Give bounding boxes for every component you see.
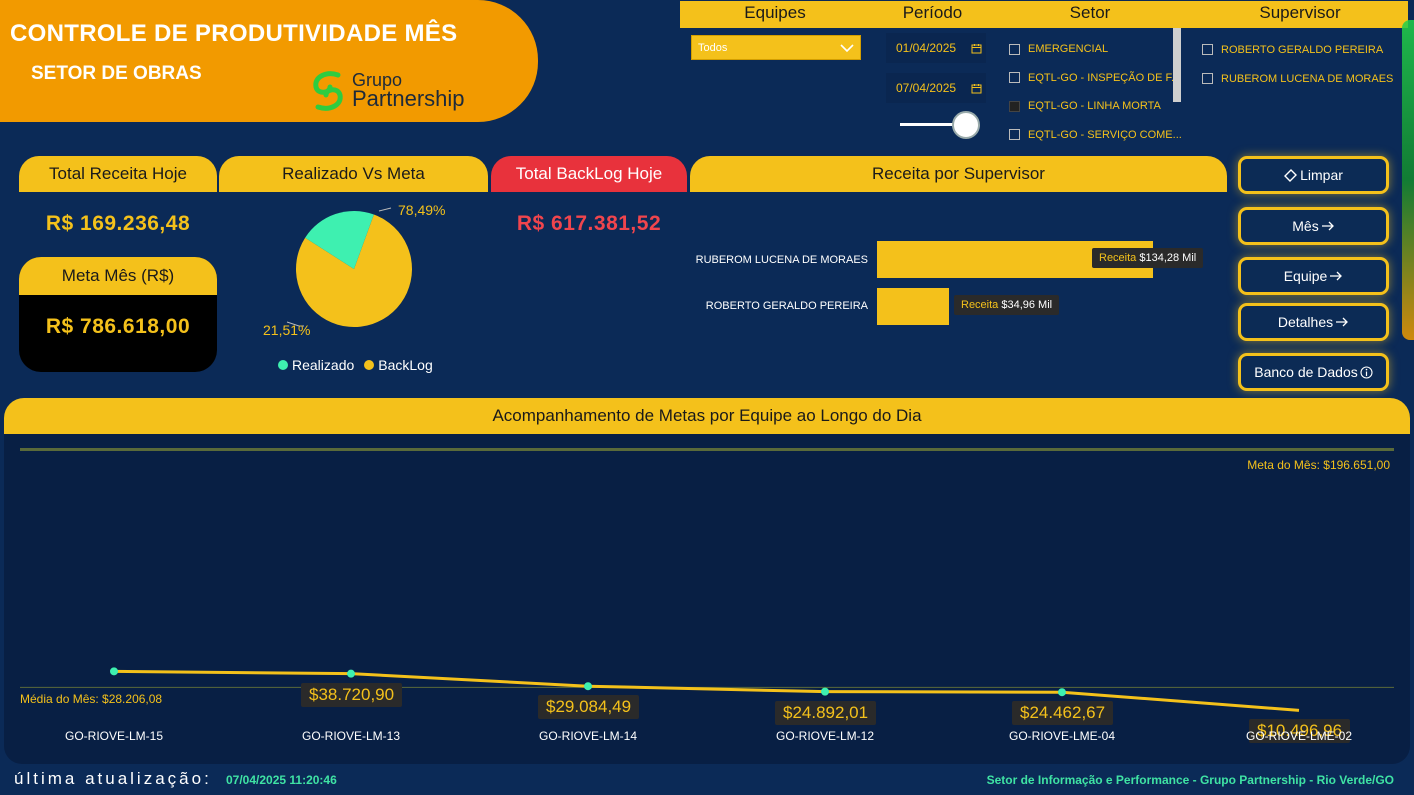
legend-dot-backlog <box>364 360 375 370</box>
banco-de-dados-button[interactable]: Banco de Dados <box>1238 353 1389 391</box>
pie-legend: Realizado BackLog <box>278 357 433 373</box>
setor-list: EMERGENCIAL EQTL-GO - INSPEÇÃO DE F... E… <box>1009 35 1182 149</box>
legend-dot-realizado <box>278 360 288 370</box>
legend-backlog[interactable]: BackLog <box>378 357 433 373</box>
meta-mes-value: R$ 786.618,00 <box>45 315 191 338</box>
x-tick-label: GO-RIOVE-LME-02 <box>1245 729 1353 743</box>
checkbox[interactable] <box>1009 129 1020 141</box>
realizado-vs-meta-pie <box>286 207 412 327</box>
period-slider-handle[interactable] <box>952 111 980 139</box>
x-tick-label: GO-RIOVE-LM-14 <box>538 729 637 743</box>
data-label: $24.462,67 <box>1012 701 1114 726</box>
line-chart-ribbon <box>20 448 1394 451</box>
page-subtitle: SETOR DE OBRAS <box>31 63 202 84</box>
media-mes-reference-label: Média do Mês: $28.206,08 <box>20 692 163 706</box>
period-slider-track[interactable] <box>900 123 968 126</box>
checkbox[interactable] <box>1202 44 1213 55</box>
backlog-value: R$ 617.381,52 <box>516 212 662 235</box>
backlog-tab: Total BackLog Hoje <box>491 156 687 192</box>
pie-label-realizado: 21,51% <box>263 322 311 338</box>
date-start-input[interactable]: 01/04/2025 <box>886 33 986 63</box>
meta-mes-reference-label: Meta do Mês: $196.651,00 <box>1247 458 1390 472</box>
supervisor-chart-tab: Receita por Supervisor <box>690 156 1227 192</box>
edge-decoration <box>1402 20 1414 340</box>
pie-slice-backlog[interactable] <box>296 214 412 327</box>
x-tick-label: GO-RIOVE-LM-13 <box>301 729 400 743</box>
filter-header-band <box>680 1 1408 28</box>
checkbox[interactable] <box>1202 73 1213 84</box>
header-title-card <box>0 0 538 122</box>
date-end-input[interactable]: 07/04/2025 <box>886 73 986 103</box>
bar-tooltip-ruberom: Receita $134,28 Mil <box>1092 248 1204 268</box>
equipe-button[interactable]: Equipe <box>1238 257 1389 295</box>
receita-hoje-tab: Total Receita Hoje <box>19 156 217 192</box>
meta-mes-tab: Meta Mês (R$) <box>19 257 217 295</box>
filter-supervisor-label: Supervisor <box>1259 3 1341 22</box>
last-update-label: última atualização: <box>14 769 212 788</box>
checkbox[interactable] <box>1009 100 1020 112</box>
pie-tab: Realizado Vs Meta <box>219 156 488 192</box>
supervisor-item[interactable]: RUBEROM LUCENA DE MORAES <box>1202 64 1393 93</box>
calendar-icon[interactable] <box>971 43 982 54</box>
line-marker[interactable] <box>821 687 829 696</box>
pie-slice-realizado[interactable] <box>305 211 374 269</box>
checkbox[interactable] <box>1009 43 1020 55</box>
date-start-value: 01/04/2025 <box>896 41 957 55</box>
checkbox[interactable] <box>1009 72 1020 84</box>
footer-credit: Setor de Informação e Performance - Grup… <box>986 773 1394 787</box>
arrow-right-icon <box>1336 317 1349 327</box>
x-tick-label: GO-RIOVE-LM-15 <box>64 729 163 743</box>
setor-item[interactable]: EQTL-GO - LINHA MORTA <box>1009 92 1182 121</box>
equipe-line-chart <box>20 667 1394 712</box>
equipes-dropdown[interactable]: Todos <box>691 35 861 60</box>
line-chart-title: Acompanhamento de Metas por Equipe ao Lo… <box>4 398 1410 434</box>
line-marker[interactable] <box>1058 688 1066 697</box>
pie-leader-line <box>378 207 392 212</box>
setor-item[interactable]: EMERGENCIAL <box>1009 35 1182 64</box>
detalhes-button[interactable]: Detalhes <box>1238 303 1389 341</box>
arrow-right-icon <box>1321 221 1334 231</box>
data-label: $38.720,90 <box>301 682 403 707</box>
calendar-icon[interactable] <box>971 83 982 94</box>
pie-leader-line <box>286 321 304 327</box>
mes-button[interactable]: Mês <box>1238 207 1389 245</box>
line-marker[interactable] <box>584 682 592 691</box>
pie-label-backlog: 78,49% <box>398 202 446 218</box>
setor-item[interactable]: EQTL-GO - INSPEÇÃO DE F... <box>1009 64 1182 93</box>
setor-item[interactable]: EQTL-GO - SERVIÇO COME... <box>1009 121 1182 150</box>
series-line <box>113 669 1300 712</box>
page-title: CONTROLE DE PRODUTIVIDADE MÊS <box>10 20 458 47</box>
info-icon <box>1360 365 1373 379</box>
logo-text-bottom: Partnership <box>352 86 465 111</box>
date-end-value: 07/04/2025 <box>896 81 957 95</box>
filter-periodo-label: Período <box>902 3 963 22</box>
partnership-logo-icon <box>313 71 343 111</box>
logo-text-top: Grupo <box>352 70 403 90</box>
supervisor-list: ROBERTO GERALDO PEREIRA RUBEROM LUCENA D… <box>1202 35 1393 93</box>
bar-label-roberto: ROBERTO GERALDO PEREIRA <box>705 300 868 312</box>
receita-hoje-value: R$ 169.236,48 <box>45 212 191 235</box>
x-tick-label: GO-RIOVE-LME-04 <box>1008 729 1116 743</box>
filter-setor-label: Setor <box>1069 3 1111 22</box>
bar-tooltip-roberto: Receita $34,96 Mil <box>954 295 1060 315</box>
supervisor-item[interactable]: ROBERTO GERALDO PEREIRA <box>1202 35 1393 64</box>
arrow-right-icon <box>1330 271 1343 281</box>
setor-scrollbar[interactable] <box>1173 28 1181 102</box>
data-label: $24.892,01 <box>775 700 877 725</box>
bar-label-ruberom: RUBEROM LUCENA DE MORAES <box>695 254 868 266</box>
chevron-down-icon <box>840 43 854 52</box>
filter-equipes-label: Equipes <box>744 3 806 22</box>
line-marker[interactable] <box>110 667 118 676</box>
bar-roberto[interactable] <box>877 288 949 325</box>
x-tick-label: GO-RIOVE-LM-12 <box>775 729 874 743</box>
legend-realizado[interactable]: Realizado <box>292 357 355 373</box>
line-marker[interactable] <box>347 669 355 678</box>
data-label: $29.084,49 <box>538 695 640 720</box>
data-label: $10.496,96 <box>1249 719 1351 744</box>
equipes-dropdown-value: Todos <box>698 41 728 54</box>
last-update-value: 07/04/2025 11:20:46 <box>226 773 337 787</box>
eraser-icon <box>1284 168 1298 182</box>
line-chart-panel <box>4 434 1410 764</box>
limpar-button[interactable]: Limpar <box>1238 156 1389 194</box>
